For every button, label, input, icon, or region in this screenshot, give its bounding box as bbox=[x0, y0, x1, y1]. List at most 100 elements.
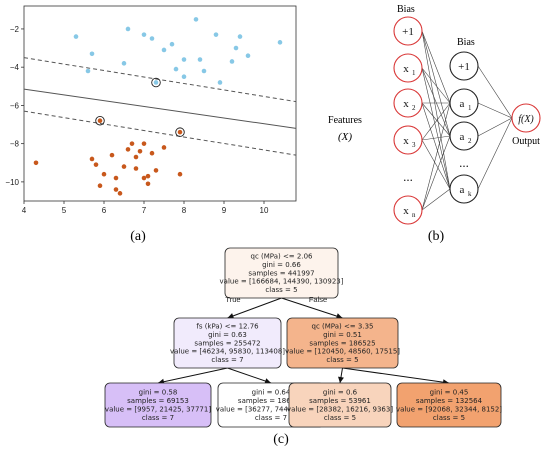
connection-edge bbox=[421, 188, 451, 211]
orange-point bbox=[121, 164, 127, 169]
tree-node-text: value = [120450, 48560, 17515] bbox=[285, 348, 400, 356]
tree-node-text: gini = 0.66 bbox=[262, 261, 301, 269]
tree-node-text: class = 5 bbox=[265, 286, 297, 294]
hidden-node bbox=[449, 88, 479, 118]
hidden-node-subscript: 1 bbox=[468, 104, 472, 112]
orange-point bbox=[101, 171, 107, 177]
input-node-subscript: n bbox=[412, 211, 416, 219]
cyan-point bbox=[169, 41, 175, 47]
x-tick-label: 8 bbox=[182, 206, 187, 215]
input-node-label: x bbox=[403, 205, 409, 217]
x-tick-label: 7 bbox=[142, 206, 147, 215]
input-node-label: x bbox=[403, 98, 409, 110]
panel-label-c: (c) bbox=[273, 432, 289, 447]
cyan-point bbox=[217, 80, 223, 85]
tree-node-text: gini = 0.45 bbox=[430, 389, 469, 397]
connection-edge bbox=[477, 117, 513, 137]
cyan-point bbox=[229, 59, 235, 64]
tree-node-rr bbox=[396, 382, 502, 428]
decision-boundary bbox=[23, 88, 297, 129]
cyan-point bbox=[233, 45, 239, 51]
tree-node-text: gini = 0.51 bbox=[323, 331, 362, 339]
tree-node-text: value = [28382, 16216, 9363] bbox=[287, 406, 393, 414]
orange-point bbox=[129, 141, 135, 146]
input-node bbox=[393, 16, 423, 46]
input-node-subscript: 1 bbox=[412, 69, 416, 77]
connection-edge bbox=[477, 65, 513, 119]
features-label: Features bbox=[328, 115, 362, 126]
tree-edge bbox=[227, 297, 282, 319]
orange-point bbox=[145, 181, 151, 187]
orange-point bbox=[141, 141, 147, 146]
orange-point bbox=[89, 156, 95, 162]
hidden-node bbox=[449, 174, 479, 204]
orange-point bbox=[149, 150, 155, 156]
input-node bbox=[393, 125, 423, 155]
y-tick-label: −2 bbox=[10, 25, 20, 34]
orange-point bbox=[113, 175, 119, 181]
x-tick-label: 10 bbox=[260, 206, 269, 215]
tree-node-text: class = 7 bbox=[255, 414, 287, 422]
tree-edge bbox=[227, 367, 272, 384]
tree-node-text: samples = 186319 bbox=[238, 397, 304, 405]
support-vector-ring bbox=[151, 77, 161, 88]
cyan-point bbox=[181, 74, 187, 80]
cyan-point bbox=[181, 57, 187, 62]
tree-node-text: gini = 0.63 bbox=[208, 331, 247, 339]
cyan-point bbox=[125, 26, 131, 32]
tree-node-text: samples = 255472 bbox=[194, 339, 260, 347]
tree-node-text: class = 5 bbox=[326, 356, 358, 364]
orange-point bbox=[109, 152, 115, 158]
support-vector-ring bbox=[95, 115, 105, 126]
connection-edge bbox=[421, 67, 451, 190]
cyan-point bbox=[121, 61, 127, 66]
output-node-label: f(X) bbox=[518, 114, 534, 125]
connection-edge bbox=[477, 117, 513, 190]
x-tick-label: 5 bbox=[62, 206, 67, 215]
connection-edge bbox=[421, 30, 451, 190]
hidden-node-label: a bbox=[460, 184, 465, 196]
support-vector-point bbox=[97, 118, 103, 124]
y-tick-label: −4 bbox=[10, 63, 20, 72]
orange-point bbox=[117, 191, 123, 196]
cyan-point bbox=[85, 68, 91, 74]
connection-edge bbox=[477, 102, 513, 119]
orange-point bbox=[145, 173, 151, 179]
cyan-point bbox=[245, 53, 251, 59]
orange-point bbox=[33, 160, 39, 166]
hidden-node-label: a bbox=[460, 98, 465, 110]
cyan-point bbox=[197, 57, 203, 62]
true-edge-label: True bbox=[225, 295, 240, 304]
input-node-subscript: 2 bbox=[412, 104, 416, 112]
input-node bbox=[393, 88, 423, 118]
tree-node-text: value = [166684, 144390, 130923] bbox=[220, 278, 344, 286]
hidden-node-label: +1 bbox=[458, 61, 470, 73]
tree-node-text: value = [92068, 32344, 8152] bbox=[396, 406, 502, 414]
tree-node-text: value = [46234, 95830, 113408] bbox=[170, 348, 285, 356]
cyan-point bbox=[277, 40, 283, 45]
tree-node-ll bbox=[104, 382, 212, 428]
connection-edge bbox=[421, 102, 451, 211]
cyan-point bbox=[141, 32, 147, 37]
orange-point bbox=[133, 154, 139, 160]
orange-point bbox=[93, 162, 99, 167]
support-vector-point bbox=[153, 80, 159, 85]
y-tick-label: −8 bbox=[10, 140, 20, 149]
orange-point bbox=[97, 183, 103, 189]
tree-node-text: gini = 0.64 bbox=[252, 389, 291, 397]
connection-edge bbox=[421, 67, 451, 137]
input-node-label: +1 bbox=[402, 26, 414, 38]
hidden-node bbox=[449, 121, 479, 151]
orange-point bbox=[133, 166, 139, 171]
tree-node-text: class = 5 bbox=[324, 414, 356, 422]
y-tick-label: −10 bbox=[5, 178, 19, 187]
tree-node-text: value = [9957, 21425, 37771] bbox=[105, 406, 211, 414]
support-vector-point bbox=[177, 129, 183, 135]
tree-edge bbox=[281, 297, 343, 319]
cyan-point bbox=[173, 66, 179, 72]
tree-node-text: samples = 69153 bbox=[127, 397, 189, 405]
tree-node-text: samples = 132564 bbox=[416, 397, 483, 405]
input-node-subscript: 3 bbox=[412, 141, 416, 149]
